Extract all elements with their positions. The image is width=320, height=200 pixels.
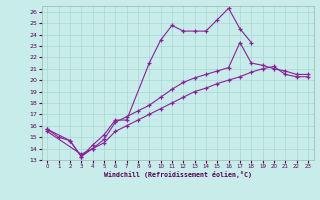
X-axis label: Windchill (Refroidissement éolien,°C): Windchill (Refroidissement éolien,°C): [104, 171, 252, 178]
